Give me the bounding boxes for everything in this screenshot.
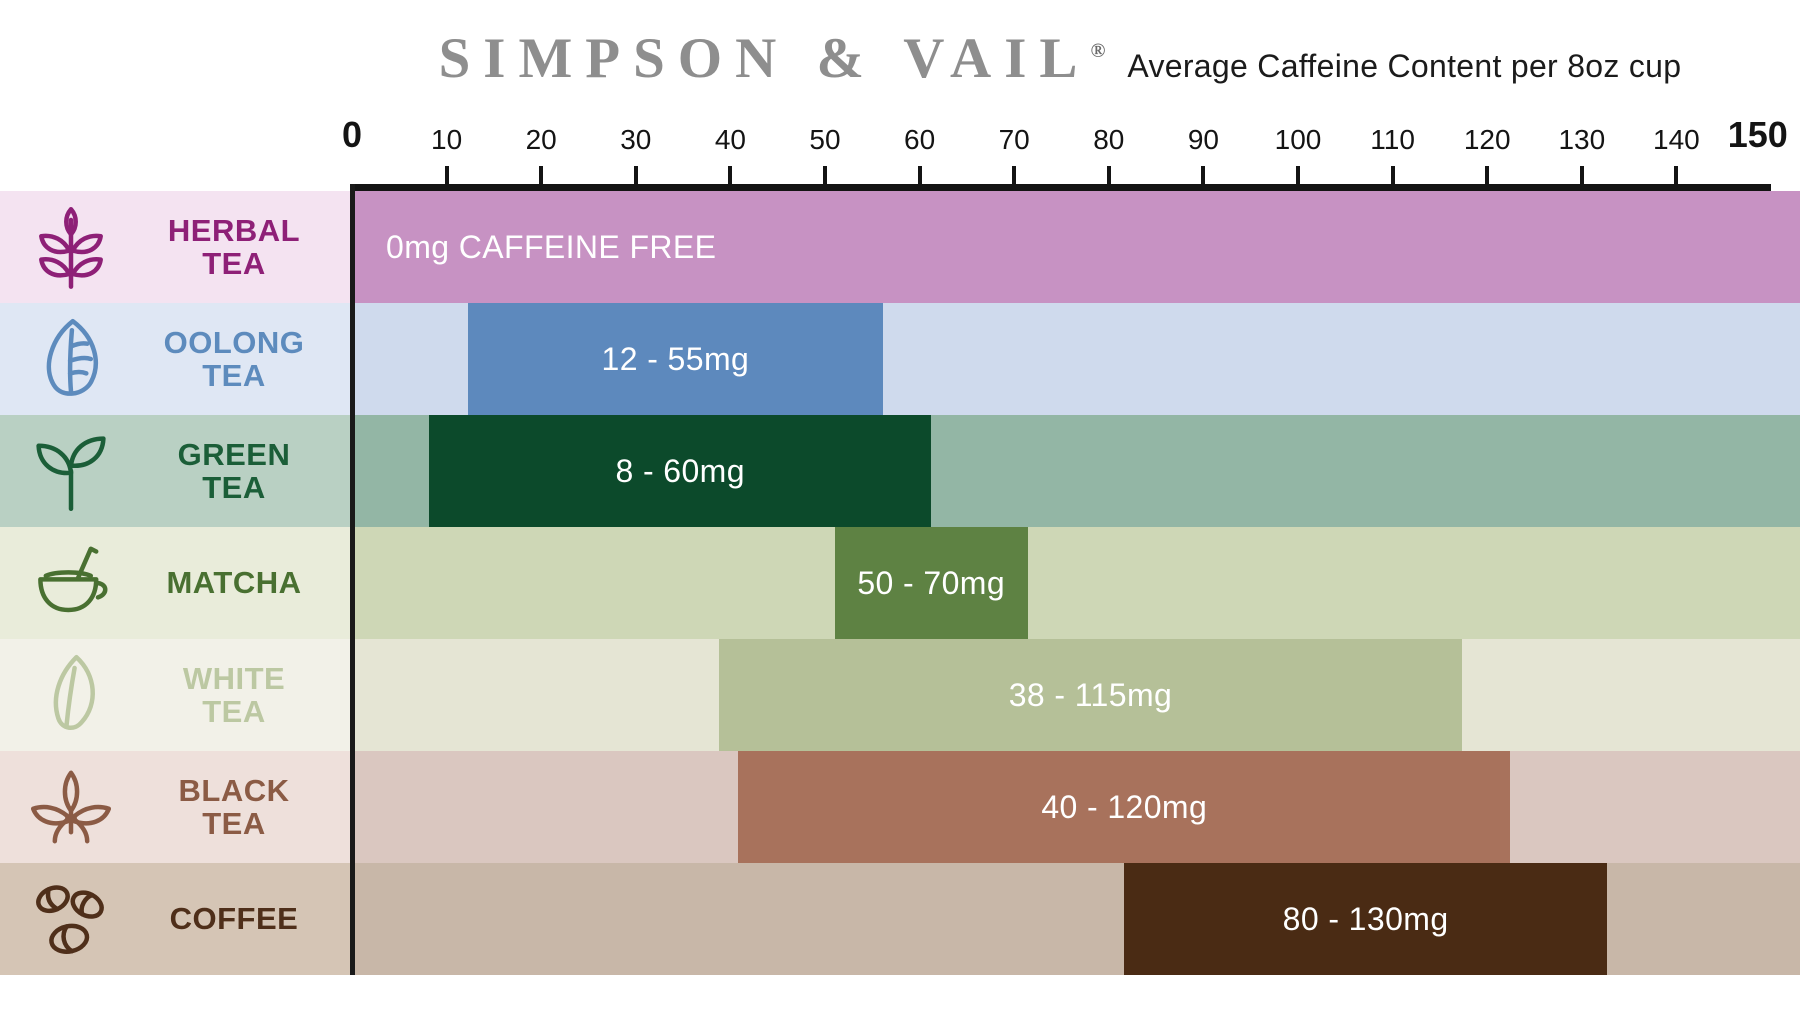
bar-value: 50 - 70mg xyxy=(857,564,1006,601)
row-green-tea: GREEN TEA 8 - 60mg xyxy=(0,415,1800,527)
x-axis-tickmarks xyxy=(352,166,1771,184)
category-label: COFFEE xyxy=(169,901,299,937)
bar-value: 80 - 130mg xyxy=(1282,900,1449,937)
x-axis-ticks: 0 10 20 30 40 50 60 70 80 90 100 110 120 130 140 150 xyxy=(342,104,1788,156)
bar-black-tea: 40 - 120mg xyxy=(738,751,1511,863)
axis-tick-label: 40 xyxy=(714,124,746,155)
category-label: WHITE TEA xyxy=(182,660,286,729)
oolong-tea-icon xyxy=(24,311,118,407)
axis-tick-label: 0 xyxy=(341,114,363,155)
green-tea-icon xyxy=(24,423,118,519)
row-coffee: COFFEE 80 - 130mg xyxy=(0,863,1800,975)
axis-tick-label: 10 xyxy=(431,124,463,155)
axis-tick-mark xyxy=(1106,166,1111,184)
row-label-oolong-tea: OOLONG TEA xyxy=(0,303,352,415)
bar-value: 0mg CAFFEINE FREE xyxy=(386,228,717,265)
axis-tick-label: 20 xyxy=(525,124,557,155)
bar-value: 40 - 120mg xyxy=(1041,788,1208,825)
axis-tick-mark xyxy=(1296,166,1300,184)
black-tea-icon xyxy=(24,759,118,855)
axis-tick-mark xyxy=(728,166,733,184)
bar-coffee: 80 - 130mg xyxy=(1124,863,1607,975)
row-track: 80 - 130mg xyxy=(352,863,1800,975)
bar-white-tea: 38 - 115mg xyxy=(718,639,1463,751)
axis-tick-label: 120 xyxy=(1463,124,1511,155)
registered-trademark: ® xyxy=(1090,40,1106,62)
category-label: GREEN TEA xyxy=(177,436,291,505)
herbal-tea-icon xyxy=(24,199,118,295)
chart-rows: HERBAL TEA 0mg CAFFEINE FREE xyxy=(0,191,1800,975)
axis-tick-label: 60 xyxy=(904,124,936,155)
category-label: HERBAL TEA xyxy=(167,212,301,281)
brand-logo: SIMPSON & VAIL® xyxy=(439,26,1106,91)
bar-herbal-tea: 0mg CAFFEINE FREE xyxy=(352,191,1800,303)
row-label-white-tea: WHITE TEA xyxy=(0,639,352,751)
axis-tick-mark xyxy=(1390,166,1395,184)
bar-matcha: 50 - 70mg xyxy=(834,527,1028,639)
row-track: 8 - 60mg xyxy=(352,415,1800,527)
axis-tick-mark xyxy=(633,166,638,184)
axis-tick-label: 30 xyxy=(620,124,652,155)
row-track: 40 - 120mg xyxy=(352,751,1800,863)
matcha-icon xyxy=(24,535,118,631)
axis-tick-mark xyxy=(444,166,449,184)
row-label-green-tea: GREEN TEA xyxy=(0,415,352,527)
row-black-tea: BLACK TEA 40 - 120mg xyxy=(0,751,1800,863)
coffee-icon xyxy=(24,871,118,967)
row-track: 38 - 115mg xyxy=(352,639,1800,751)
brand-name: SIMPSON & VAIL xyxy=(438,27,1091,90)
row-track: 50 - 70mg xyxy=(352,527,1800,639)
axis-tick-mark xyxy=(1201,166,1206,184)
category-label: BLACK TEA xyxy=(178,772,290,841)
row-label-matcha: MATCHA xyxy=(0,527,352,639)
axis-tick-mark xyxy=(823,166,827,184)
bar-value: 12 - 55mg xyxy=(601,340,750,377)
chart-title: Average Caffeine Content per 8oz cup xyxy=(1127,48,1682,84)
zero-baseline xyxy=(350,184,355,975)
axis-tick-label: 100 xyxy=(1274,124,1322,155)
bar-value: 8 - 60mg xyxy=(615,452,745,489)
row-track: 0mg CAFFEINE FREE xyxy=(352,191,1800,303)
axis-tick-mark xyxy=(1579,166,1584,184)
row-track: 12 - 55mg xyxy=(352,303,1800,415)
white-tea-icon xyxy=(24,647,118,743)
row-matcha: MATCHA 50 - 70mg xyxy=(0,527,1800,639)
axis-tick-label: 140 xyxy=(1653,124,1700,155)
row-label-coffee: COFFEE xyxy=(0,863,352,975)
chart-header: SIMPSON & VAIL® Average Caffeine Content… xyxy=(320,26,1800,91)
bar-value: 38 - 115mg xyxy=(1008,676,1173,713)
bar-oolong-tea: 12 - 55mg xyxy=(467,303,883,415)
axis-tick-label: 110 xyxy=(1370,124,1415,155)
row-oolong-tea: OOLONG TEA 12 - 55mg xyxy=(0,303,1800,415)
axis-tick-mark xyxy=(917,166,922,184)
axis-tick-mark xyxy=(1485,166,1490,184)
bar-green-tea: 8 - 60mg xyxy=(429,415,932,527)
category-label: MATCHA xyxy=(166,565,302,601)
axis-tick-label: 150 xyxy=(1727,114,1788,155)
row-white-tea: WHITE TEA 38 - 115mg xyxy=(0,639,1800,751)
axis-tick-mark xyxy=(1674,166,1679,184)
row-herbal-tea: HERBAL TEA 0mg CAFFEINE FREE xyxy=(0,191,1800,303)
axis-tick-mark xyxy=(1012,166,1017,184)
axis-tick-label: 50 xyxy=(809,124,841,155)
axis-tick-mark xyxy=(539,166,544,184)
row-label-herbal-tea: HERBAL TEA xyxy=(0,191,352,303)
category-label: OOLONG TEA xyxy=(163,324,305,393)
x-axis-line xyxy=(352,184,1771,191)
axis-tick-label: 80 xyxy=(1093,124,1125,155)
row-label-black-tea: BLACK TEA xyxy=(0,751,352,863)
axis-tick-label: 130 xyxy=(1558,124,1606,155)
axis-tick-label: 70 xyxy=(998,124,1030,155)
axis-tick-label: 90 xyxy=(1187,124,1219,155)
